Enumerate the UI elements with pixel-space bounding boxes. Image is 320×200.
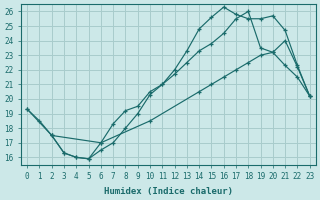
X-axis label: Humidex (Indice chaleur): Humidex (Indice chaleur)	[104, 187, 233, 196]
